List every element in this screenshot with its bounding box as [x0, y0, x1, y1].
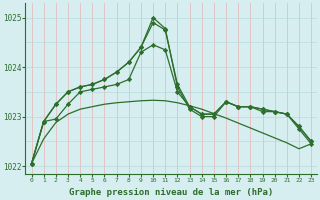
X-axis label: Graphe pression niveau de la mer (hPa): Graphe pression niveau de la mer (hPa)	[69, 188, 274, 197]
